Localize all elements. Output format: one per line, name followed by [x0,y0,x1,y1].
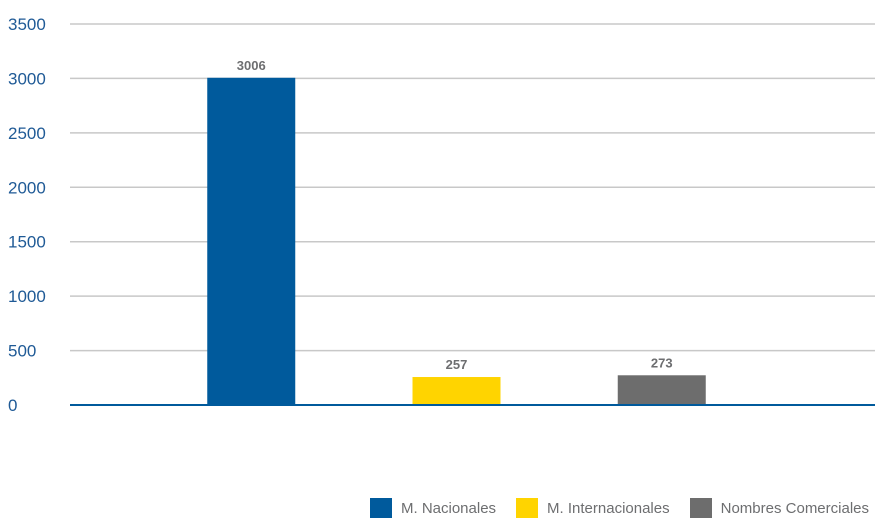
bar-m-internacionales [412,377,501,405]
y-tick-label: 3500 [8,15,46,34]
y-tick-label: 500 [8,342,36,361]
legend-swatch [370,498,392,518]
y-tick-label: 3000 [8,69,46,88]
legend-swatch [516,498,539,518]
bar-nombres-comerciales [617,375,706,405]
legend-swatch [689,498,712,518]
legend-label: M. Internacionales [547,499,670,517]
data-labels: 3006 257 273 [237,58,673,372]
y-tick-label: 2500 [8,124,46,143]
y-tick-label: 2000 [8,178,46,197]
y-tick-label: 1000 [8,287,46,306]
grid-lines [70,23,875,352]
data-label: 3006 [237,58,266,73]
legend-label: M. Nacionales [401,499,497,517]
legend-label: Nombres Comerciales [720,499,869,517]
legend-item-m-internacionales: M. Internacionales [516,498,670,518]
legend-item-m-nacionales: M. Nacionales [370,498,496,518]
legend-item-nombres-comerciales: Nombres Comerciales [689,498,869,518]
y-axis-tick-labels: 0 500 1000 1500 2000 2500 3000 3500 [8,15,46,415]
bar-m-nacionales [207,77,296,406]
bars [207,77,706,406]
data-label: 257 [446,357,468,372]
y-tick-label: 1500 [8,233,46,252]
y-tick-label: 0 [8,396,17,415]
data-label: 273 [651,355,673,370]
legend: M. Nacionales M. Internacionales Nombres… [370,498,869,518]
bar-chart: 0 500 1000 1500 2000 2500 3000 3500 3006 257 273 [8,15,875,415]
